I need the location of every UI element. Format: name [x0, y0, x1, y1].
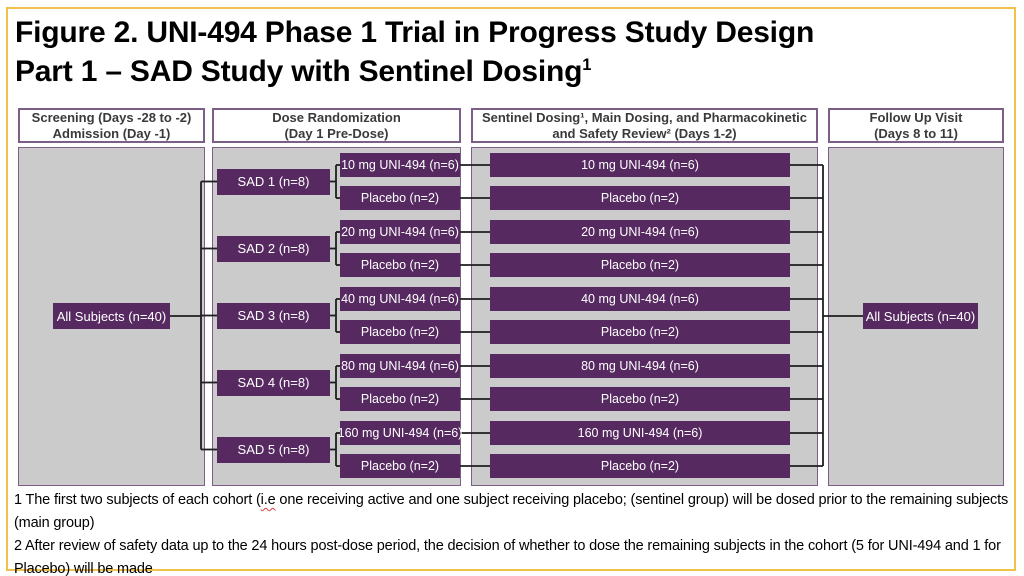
header-screening-line1: Screening (Days -28 to -2) [31, 110, 192, 125]
sad-box-4: SAD 4 (n=8) [217, 369, 330, 396]
header-sentinel-line1: Sentinel Dosing¹, Main Dosing, and Pharm… [481, 110, 808, 125]
figure-title-line2: Part 1 – SAD Study with Sentinel Dosing1 [15, 52, 814, 91]
figure-title-line1: Figure 2. UNI-494 Phase 1 Trial in Progr… [15, 16, 815, 49]
main-bar-active-2: 20 mg UNI-494 (n=6) [490, 220, 790, 244]
dose-box-placebo-1: Placebo (n=2) [340, 186, 460, 210]
main-bar-active-4: 80 mg UNI-494 (n=6) [490, 354, 790, 378]
footnote-1-pre: 1 The first two subjects of each cohort … [14, 492, 261, 508]
figure-title: Figure 2. UNI-494 Phase 1 Trial in Progr… [15, 13, 814, 91]
header-followup: Follow Up Visit (Days 8 to 11) [828, 108, 1004, 143]
footnote-1-spellcheck-word: i.e [260, 492, 276, 508]
sad-box-3: SAD 3 (n=8) [217, 302, 330, 329]
main-bar-placebo-2: Placebo (n=2) [490, 253, 790, 277]
main-bar-placebo-3: Placebo (n=2) [490, 320, 790, 344]
dose-box-active-4: 80 mg UNI-494 (n=6) [340, 354, 460, 378]
footnote-2: 2 After review of safety data up to the … [14, 538, 1001, 576]
figure-title-line2-text: Part 1 – SAD Study with Sentinel Dosing [15, 55, 583, 88]
main-bar-active-1: 10 mg UNI-494 (n=6) [490, 153, 790, 177]
header-sentinel: Sentinel Dosing¹, Main Dosing, and Pharm… [471, 108, 818, 143]
header-screening: Screening (Days -28 to -2) Admission (Da… [18, 108, 205, 143]
dose-box-active-1: 10 mg UNI-494 (n=6) [340, 153, 460, 177]
main-bar-active-3: 40 mg UNI-494 (n=6) [490, 287, 790, 311]
header-screening-line2: Admission (Day -1) [52, 125, 171, 141]
main-bar-placebo-5: Placebo (n=2) [490, 454, 790, 478]
header-followup-line1: Follow Up Visit [869, 110, 963, 125]
header-sentinel-line2: and Safety Review² (Days 1-2) [552, 125, 737, 141]
dose-box-active-2: 20 mg UNI-494 (n=6) [340, 220, 460, 244]
header-randomization-line2: (Day 1 Pre-Dose) [284, 125, 389, 141]
dose-box-active-3: 40 mg UNI-494 (n=6) [340, 287, 460, 311]
main-bar-placebo-1: Placebo (n=2) [490, 186, 790, 210]
all-subjects-left-box: All Subjects (n=40) [53, 303, 170, 329]
header-randomization-line1: Dose Randomization [272, 110, 401, 125]
header-followup-line2: (Days 8 to 11) [874, 125, 958, 141]
dose-box-placebo-2: Placebo (n=2) [340, 253, 460, 277]
sad-box-2: SAD 2 (n=8) [217, 235, 330, 262]
title-footnote-marker: 1 [582, 56, 592, 74]
dose-box-placebo-3: Placebo (n=2) [340, 320, 460, 344]
all-subjects-right-box: All Subjects (n=40) [863, 303, 978, 329]
sad-box-1: SAD 1 (n=8) [217, 168, 330, 195]
dose-box-placebo-5: Placebo (n=2) [340, 454, 460, 478]
dose-box-placebo-4: Placebo (n=2) [340, 387, 460, 411]
main-bar-active-5: 160 mg UNI-494 (n=6) [490, 421, 790, 445]
footnote-1-post: one receiving active and one subject rec… [14, 492, 1009, 531]
footnotes: 1 The first two subjects of each cohort … [14, 489, 1014, 576]
sad-box-5: SAD 5 (n=8) [217, 436, 330, 463]
dose-box-active-5: 160 mg UNI-494 (n=6) [338, 421, 462, 445]
footnote-1: 1 The first two subjects of each cohort … [14, 489, 1014, 535]
main-bar-placebo-4: Placebo (n=2) [490, 387, 790, 411]
header-randomization: Dose Randomization (Day 1 Pre-Dose) [212, 108, 461, 143]
